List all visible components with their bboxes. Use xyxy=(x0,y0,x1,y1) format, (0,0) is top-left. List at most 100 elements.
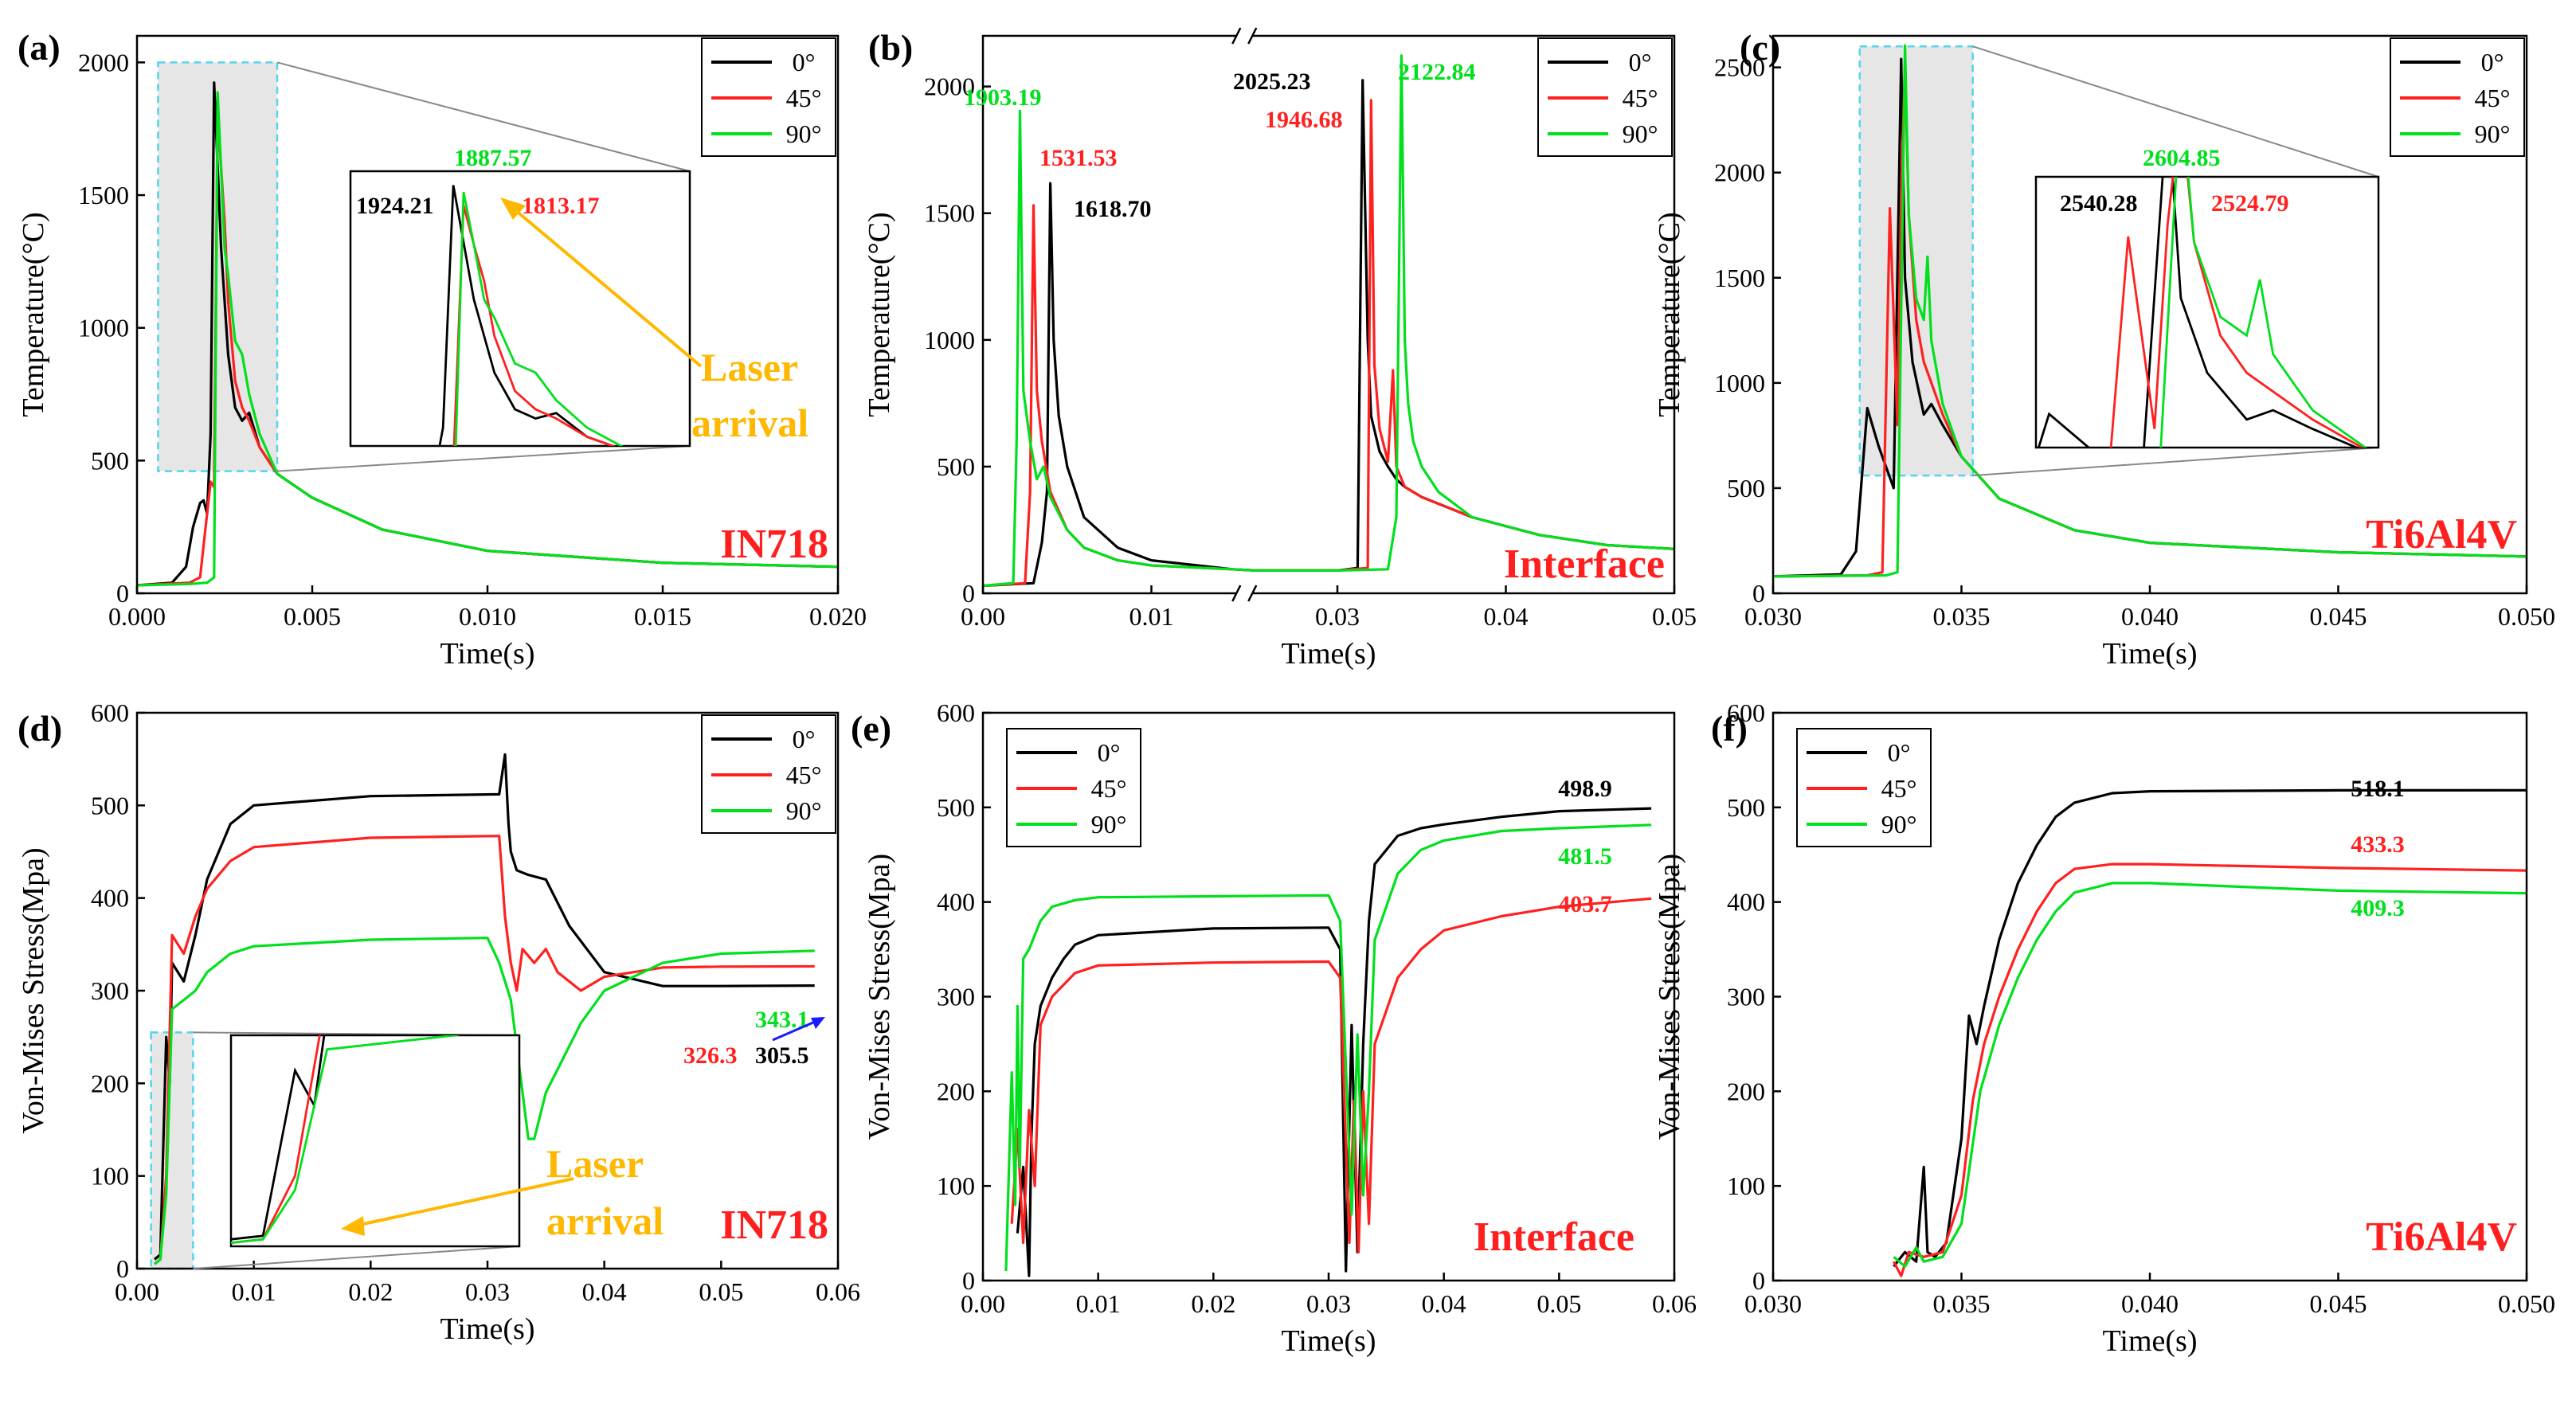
series-line-b-1 xyxy=(982,99,1675,588)
inset-connector xyxy=(193,1246,520,1269)
y-tick-label: 600 xyxy=(937,698,975,727)
inset-series-2 xyxy=(454,191,624,446)
data-label: 326.3 xyxy=(683,1042,738,1069)
x-tick-label: 0.030 xyxy=(1744,1289,1802,1318)
series-line-a-2 xyxy=(136,91,839,587)
y-tick-label: 200 xyxy=(1727,1077,1765,1105)
y-tick-label: 0 xyxy=(1752,579,1765,608)
panel-b: 0.00 0.01 0.03 0.04 0.05 0 500 1000 1500 2000 Time… xyxy=(863,27,1697,671)
data-label: 498.9 xyxy=(1558,776,1612,802)
y-tick-label: 200 xyxy=(91,1069,129,1097)
y-axis-title: Von-Mises Stress(Mpa) xyxy=(863,854,896,1140)
x-tick-label: 0.040 xyxy=(2121,1289,2179,1318)
x-tick-label: 0.06 xyxy=(1652,1289,1697,1318)
inset-series-1 xyxy=(452,205,617,446)
panel-a: 0.000 0.005 0.010 0.015 0.020 0 500 1000 1500 200… xyxy=(17,27,867,671)
data-label: 1531.53 xyxy=(1039,145,1118,171)
material-label: IN718 xyxy=(720,1203,828,1248)
x-tick-label: 0.015 xyxy=(634,602,691,631)
laser-label: arrival xyxy=(546,1199,664,1243)
y-tick-label: 1000 xyxy=(78,314,129,342)
x-tick-label: 0.00 xyxy=(961,602,1005,631)
data-label: 481.5 xyxy=(1558,843,1612,870)
x-tick-label: 0.03 xyxy=(1306,1289,1351,1318)
x-tick-label: 0.01 xyxy=(1129,602,1174,631)
y-tick-label: 2000 xyxy=(1714,158,1765,187)
y-axis-title: Temperature(°C) xyxy=(17,212,50,417)
inset-a xyxy=(276,61,691,472)
legend: 0° 45° 90° xyxy=(701,37,836,157)
legend: 0° 45° 90° xyxy=(1006,728,1141,847)
y-axis-title: Temperature(°C) xyxy=(1653,212,1686,417)
series-line-c-2 xyxy=(1772,44,2527,578)
axis-break-mark xyxy=(1231,585,1242,602)
data-label: 1903.19 xyxy=(964,84,1042,111)
y-tick-label: 500 xyxy=(1727,474,1765,503)
x-tick-label: 0.01 xyxy=(232,1277,276,1306)
panel-c: 0.030 0.035 0.040 0.045 0.050 0 500 1000 1500 200… xyxy=(1653,27,2555,671)
x-tick-label: 0.000 xyxy=(108,602,166,631)
x-tick-label: 0.00 xyxy=(115,1277,159,1306)
y-tick-label: 0 xyxy=(962,579,975,608)
x-tick-label: 0.005 xyxy=(284,602,341,631)
y-tick-label: 600 xyxy=(1727,698,1765,727)
legend-label-1: 45° xyxy=(1091,774,1127,803)
series-line-b-2 xyxy=(982,54,1675,588)
y-axis-title: Von-Mises Stress(Mpa) xyxy=(1653,854,1686,1140)
inset-frame xyxy=(229,1034,521,1248)
legend-label-0: 0° xyxy=(1888,738,1911,767)
data-label: 1924.21 xyxy=(356,193,434,219)
series-line-e-0 xyxy=(1016,807,1652,1277)
legend-label-1: 45° xyxy=(786,761,822,789)
legend-label-2: 90° xyxy=(786,796,822,825)
data-label: 1813.17 xyxy=(522,193,600,219)
data-label: 2025.23 xyxy=(1233,68,1311,95)
y-tick-label: 100 xyxy=(937,1171,975,1200)
x-tick-label: 0.02 xyxy=(348,1277,393,1306)
data-label: 2524.79 xyxy=(2211,190,2289,217)
x-axis-title: Time(s) xyxy=(1282,637,1376,671)
inset-connector xyxy=(1972,45,2379,178)
laser-arrow xyxy=(508,204,703,368)
data-label: 2122.84 xyxy=(1398,59,1476,85)
legend-label-1: 45° xyxy=(1623,84,1658,112)
inset-series-0 xyxy=(231,1035,326,1241)
laser-arrival-annotation: Laser arrival xyxy=(500,197,808,445)
x-tick-label: 0.06 xyxy=(816,1277,860,1306)
axis-break-gap xyxy=(1236,589,1253,598)
x-tick-label: 0.010 xyxy=(459,602,516,631)
material-label: Ti6Al4V xyxy=(2366,512,2517,557)
legend-label-0: 0° xyxy=(793,725,816,753)
x-tick-label: 0.01 xyxy=(1076,1289,1121,1318)
x-tick-label: 0.05 xyxy=(699,1277,743,1306)
x-tick-label: 0.00 xyxy=(961,1289,1005,1318)
plot-frame xyxy=(981,34,1676,595)
x-tick-label: 0.05 xyxy=(1652,602,1697,631)
y-tick-label: 100 xyxy=(91,1162,129,1191)
y-tick-label: 400 xyxy=(937,888,975,917)
panel-label: (c) xyxy=(1740,27,1780,68)
y-tick-label: 400 xyxy=(91,884,129,913)
data-label: 518.1 xyxy=(2351,776,2405,802)
inset-connector xyxy=(276,61,691,172)
laser-arrowhead xyxy=(500,197,526,220)
y-tick-label: 1500 xyxy=(924,199,975,228)
legend-label-2: 90° xyxy=(1091,810,1127,839)
data-label: 433.3 xyxy=(2351,831,2405,858)
axis-break-gap xyxy=(1236,31,1253,41)
legend-label-2: 90° xyxy=(786,119,822,148)
series-line-f-0 xyxy=(1893,788,2527,1268)
material-label: Ti6Al4V xyxy=(2366,1214,2517,1260)
panel-label: (f) xyxy=(1711,708,1748,749)
y-axis-title: Temperature(°C) xyxy=(863,212,896,417)
series-line-d-2 xyxy=(154,937,815,1265)
y-tick-label: 500 xyxy=(1727,793,1765,822)
y-tick-label: 500 xyxy=(91,791,129,819)
x-axis-title: Time(s) xyxy=(2103,1324,2198,1358)
inset-frame xyxy=(2034,175,2380,449)
material-label: Interface xyxy=(1474,1214,1634,1260)
series-line-e-2 xyxy=(1004,823,1652,1272)
x-tick-label: 0.020 xyxy=(809,602,867,631)
panel-e: 0.00 0.01 0.02 0.03 0.04 0.05 0.06 0 100 200 300 40… xyxy=(851,698,1697,1358)
